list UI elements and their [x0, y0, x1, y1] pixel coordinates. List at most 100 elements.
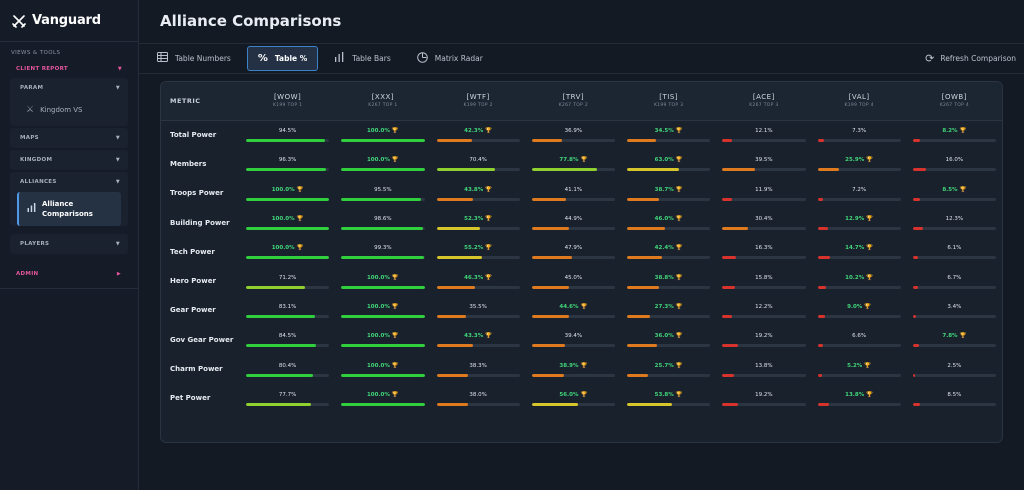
- trophy-icon: 🏆: [391, 362, 399, 369]
- group-players-label: PLAYERS: [20, 241, 50, 247]
- percent-bar-track: [722, 256, 806, 260]
- percent-bar-track: [436, 197, 520, 201]
- alliance-tag: [VAL]: [848, 93, 870, 102]
- percent-value: 80.4%: [246, 362, 329, 371]
- percent-value: 46.0% 🏆: [627, 215, 710, 224]
- trophy-icon: 🏆: [580, 362, 588, 369]
- percent-text: 53.8%: [654, 391, 674, 398]
- percent-bar-track: [531, 285, 615, 289]
- percent-cell: 70.4%: [431, 149, 526, 178]
- percent-text: 44.9%: [564, 216, 583, 223]
- percent-text: 11.9%: [755, 186, 773, 193]
- percent-cell: 6.6%: [812, 325, 907, 354]
- percent-cell: 100.0% 🏆: [335, 296, 430, 325]
- alliance-column-header[interactable]: [VAL] K199 TOP 4: [812, 82, 907, 120]
- percent-text: 14.7%: [845, 245, 865, 252]
- refresh-comparison-button[interactable]: ⟳ Refresh Comparison: [925, 45, 1016, 72]
- alliance-column-header[interactable]: [TRV] K267 TOP 2: [526, 82, 621, 120]
- percent-value: 43.3% 🏆: [437, 332, 520, 341]
- percent-value: 3.4%: [913, 303, 996, 312]
- percent-value: 12.1%: [722, 127, 805, 136]
- percent-text: 7.3%: [852, 128, 867, 135]
- alliance-column-header[interactable]: [OWB] K267 TOP 4: [907, 82, 1002, 120]
- percent-cell: 47.9%: [526, 237, 621, 266]
- percent-value: 14.7% 🏆: [818, 244, 901, 253]
- percent-bar-track: [912, 168, 996, 172]
- percent-cell: 7.2%: [812, 179, 907, 208]
- percent-cell: 71.2%: [240, 266, 335, 295]
- alliance-column-header[interactable]: [XXX] K267 TOP 1: [335, 82, 430, 120]
- percent-value: 16.0%: [913, 156, 996, 165]
- percent-text: 38.9%: [559, 362, 579, 369]
- table-row: Pet Power 77.7% 100.0% 🏆 38.0% 56.0% 🏆 53.8% 🏆 19…: [161, 384, 1002, 413]
- alliance-column-header[interactable]: [ACE] K267 TOP 3: [716, 82, 811, 120]
- sidebar-item-kingdom-vs[interactable]: ⚔ Kingdom VS: [10, 98, 128, 122]
- group-param-header[interactable]: PARAM ▼: [10, 78, 128, 98]
- percent-value: 100.0% 🏆: [341, 362, 424, 371]
- client-report-toggle[interactable]: CLIENT REPORT ▼: [9, 62, 129, 76]
- alliance-column-header[interactable]: [WOW] K199 TOP 1: [240, 82, 335, 120]
- percent-bar-fill: [436, 139, 472, 143]
- alliance-tag: [OWB]: [941, 93, 967, 102]
- percent-value: 16.3%: [722, 244, 805, 253]
- trophy-icon: 🏆: [391, 303, 399, 310]
- percent-bar-fill: [246, 256, 330, 260]
- group-kingdom-header[interactable]: KINGDOM ▼: [10, 150, 128, 170]
- group-players-header[interactable]: PLAYERS ▼: [10, 234, 128, 254]
- percent-bar-fill: [341, 285, 425, 289]
- alliance-column-header[interactable]: [TIS] K199 TOP 3: [621, 82, 716, 120]
- percent-value: 100.0% 🏆: [246, 244, 329, 253]
- percent-bar-fill: [912, 168, 927, 172]
- percent-value: 77.8% 🏆: [532, 156, 615, 165]
- alliance-tag: [ACE]: [752, 93, 775, 102]
- percent-text: 12.3%: [945, 216, 964, 223]
- percent-bar-track: [627, 139, 711, 143]
- caret-down-icon: ▼: [115, 241, 120, 247]
- sidebar-divider: [0, 288, 138, 289]
- group-maps-header[interactable]: MAPS ▼: [10, 128, 128, 148]
- trophy-icon: 🏆: [580, 391, 588, 398]
- percent-value: 25.7% 🏆: [627, 362, 710, 371]
- percent-bar-track: [436, 402, 520, 406]
- percent-bar-track: [722, 373, 806, 377]
- percent-bar-track: [627, 344, 711, 348]
- percent-bar-fill: [246, 227, 330, 231]
- alliance-column-header[interactable]: [WTF] K199 TOP 2: [431, 82, 526, 120]
- percent-bar-fill: [627, 314, 650, 318]
- percent-text: 39.4%: [564, 333, 583, 340]
- percent-bar-fill: [246, 139, 325, 143]
- brand[interactable]: Vanguard: [0, 0, 138, 42]
- percent-text: 38.0%: [469, 391, 487, 398]
- percent-cell: 38.8% 🏆: [621, 266, 716, 295]
- percent-text: 25.7%: [654, 362, 674, 369]
- tab-matrix-radar[interactable]: Matrix Radar: [407, 46, 493, 71]
- group-alliances-header[interactable]: ALLIANCES ▼: [10, 172, 128, 192]
- percent-bar-fill: [722, 285, 736, 289]
- percent-cell: 43.3% 🏆: [431, 325, 526, 354]
- group-maps: MAPS ▼: [10, 128, 128, 148]
- alliance-rank: K267 TOP 2: [558, 103, 589, 109]
- percent-bar-track: [246, 373, 330, 377]
- group-maps-label: MAPS: [20, 135, 39, 141]
- table-icon: [157, 52, 168, 65]
- table-row: Gear Power 83.1% 100.0% 🏆 35.5% 44.6% 🏆 27.3% 🏆 1…: [161, 296, 1002, 325]
- percent-cell: 2.5%: [907, 354, 1002, 383]
- alliance-tag: [TRV]: [562, 93, 585, 102]
- tab-table-percent[interactable]: % Table %: [246, 46, 319, 71]
- percent-bar-fill: [817, 197, 824, 201]
- percent-value: 7.3%: [818, 127, 901, 136]
- percent-value: 36.9%: [532, 127, 615, 136]
- trophy-icon: 🏆: [675, 333, 683, 340]
- alliance-tag: [WTF]: [466, 93, 490, 102]
- percent-text: 46.0%: [654, 216, 674, 223]
- percent-bar-track: [436, 168, 520, 172]
- percent-value: 95.5%: [341, 186, 424, 195]
- percent-value: 7.8% 🏆: [913, 332, 996, 341]
- table-row: Charm Power 80.4% 100.0% 🏆 38.3% 38.9% 🏆 25.7% 🏆…: [161, 354, 1002, 383]
- percent-value: 100.0% 🏆: [341, 332, 424, 341]
- admin-toggle[interactable]: ADMIN ▶: [10, 266, 128, 282]
- tab-table-bars[interactable]: Table Bars: [324, 46, 401, 71]
- tab-table-numbers[interactable]: Table Numbers: [147, 46, 241, 71]
- percent-bar-fill: [817, 373, 822, 377]
- sidebar-item-alliance-comparisons[interactable]: Alliance Comparisons: [17, 192, 121, 226]
